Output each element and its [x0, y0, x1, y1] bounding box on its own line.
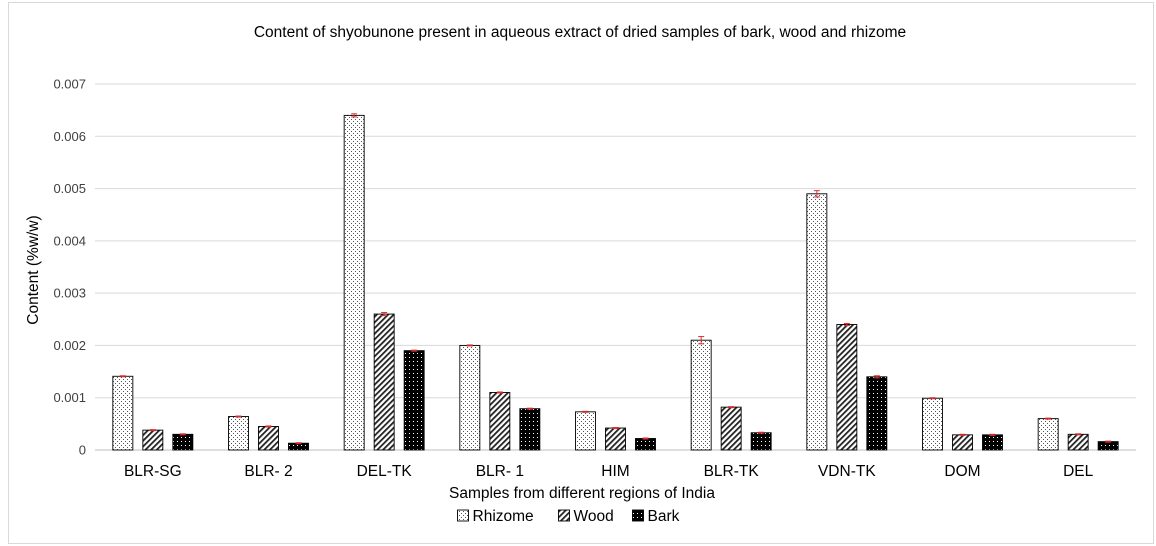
bar-rhizome-del — [1037, 418, 1059, 451]
legend-item-rhizome: Rhizome — [457, 508, 534, 525]
bar-wood-him — [605, 427, 626, 451]
bar-wood-del — [1067, 433, 1089, 451]
y-tick-label: 0.006 — [53, 129, 86, 144]
error-bar — [265, 425, 272, 428]
bar-wood-blr-tk — [720, 406, 742, 451]
x-axis-title: Samples from different regions of India — [449, 485, 715, 502]
error-bar — [295, 442, 302, 445]
x-tick-label: DEL-TK — [357, 463, 413, 480]
chart-frame — [8, 2, 1154, 544]
error-bar — [612, 427, 619, 430]
y-tick-label: 0.007 — [53, 77, 86, 92]
bar-rhizome-blr-sg — [112, 375, 134, 451]
chart-title: Content of shyobunone present in aqueous… — [254, 24, 906, 41]
bar-wood-blr-1 — [489, 392, 511, 451]
error-bar — [179, 433, 186, 436]
bar-wood-blr-2 — [258, 426, 279, 451]
bars — [112, 114, 1119, 451]
y-tick-label: 0.001 — [53, 390, 86, 405]
bar-wood-vdn-tk — [836, 324, 858, 451]
y-axis-title: Content (%w/w) — [25, 215, 42, 324]
x-tick-label: BLR-TK — [704, 463, 760, 480]
error-bars — [119, 113, 1112, 445]
error-bar — [758, 431, 765, 434]
error-bar — [1105, 440, 1112, 443]
y-axis-ticks: 0 0.001 0.002 0.003 0.004 0.005 0.006 0.007 — [53, 77, 86, 458]
error-bar — [959, 433, 966, 436]
error-bar — [1075, 433, 1082, 436]
x-axis-labels: BLR-SG BLR- 2 DEL-TK BLR- 1 HIM BLR-TK VDN-TK D… — [124, 463, 1094, 480]
x-tick-label: DOM — [944, 463, 980, 480]
y-tick-label: 0.002 — [53, 338, 86, 353]
bar-bark-dom — [982, 434, 1003, 451]
y-tick-label: 0 — [79, 443, 86, 458]
bar-wood-del-tk — [373, 313, 395, 451]
y-tick-label: 0.003 — [53, 286, 86, 301]
error-bar — [843, 322, 850, 327]
error-bar — [466, 344, 473, 347]
y-tick-label: 0.005 — [53, 181, 86, 196]
error-bar — [381, 311, 388, 317]
error-bar — [929, 397, 936, 400]
bar-rhizome-blr-tk — [690, 339, 712, 451]
error-bar — [496, 391, 503, 394]
x-tick-label: VDN-TK — [818, 463, 876, 480]
gridlines — [95, 83, 1136, 451]
bar-wood-blr-sg — [142, 429, 164, 451]
bar-rhizome-vdn-tk — [806, 193, 828, 451]
bar-rhizome-dom — [922, 397, 943, 451]
bar-rhizome-blr-1 — [459, 344, 481, 451]
legend-item-wood: Wood — [558, 508, 614, 525]
error-bar — [873, 375, 880, 379]
error-bar — [1045, 417, 1052, 420]
bar-bark-him — [635, 438, 656, 451]
bar-bark-vdn-tk — [866, 376, 888, 451]
x-tick-label: DEL — [1063, 463, 1094, 480]
legend-label: Wood — [574, 508, 614, 525]
error-bar — [728, 406, 735, 409]
y-tick-label: 0.004 — [53, 233, 86, 248]
legend-label: Rhizome — [473, 508, 534, 525]
error-bar — [411, 349, 418, 352]
error-bar — [526, 407, 533, 410]
x-tick-label: BLR- 1 — [476, 463, 524, 480]
legend-swatch — [457, 509, 469, 522]
bar-rhizome-blr-2 — [228, 416, 249, 451]
bar-bark-blr-1 — [519, 408, 541, 451]
bar-bark-del — [1097, 441, 1119, 451]
error-bar — [698, 336, 705, 345]
error-bar — [813, 190, 820, 198]
error-bar — [149, 429, 156, 432]
legend-label: Bark — [648, 508, 680, 525]
bar-bark-blr-sg — [172, 433, 194, 451]
bar-bark-blr-tk — [750, 432, 772, 451]
bar-rhizome-del-tk — [343, 114, 365, 451]
error-bar — [235, 415, 242, 418]
legend-swatch — [632, 509, 644, 522]
x-tick-label: BLR- 2 — [244, 463, 292, 480]
x-tick-label: BLR-SG — [124, 463, 182, 480]
error-bar — [582, 410, 589, 413]
error-bar — [351, 113, 358, 118]
error-bar — [989, 433, 996, 436]
bar-rhizome-him — [575, 411, 596, 451]
bar-wood-dom — [952, 434, 973, 451]
legend: Rhizome Wood Bark — [457, 508, 680, 525]
x-tick-label: HIM — [601, 463, 629, 480]
legend-swatch — [558, 509, 570, 522]
legend-item-bark: Bark — [632, 508, 680, 525]
error-bar — [119, 375, 126, 378]
bar-bark-del-tk — [403, 350, 425, 451]
error-bar — [642, 437, 649, 440]
